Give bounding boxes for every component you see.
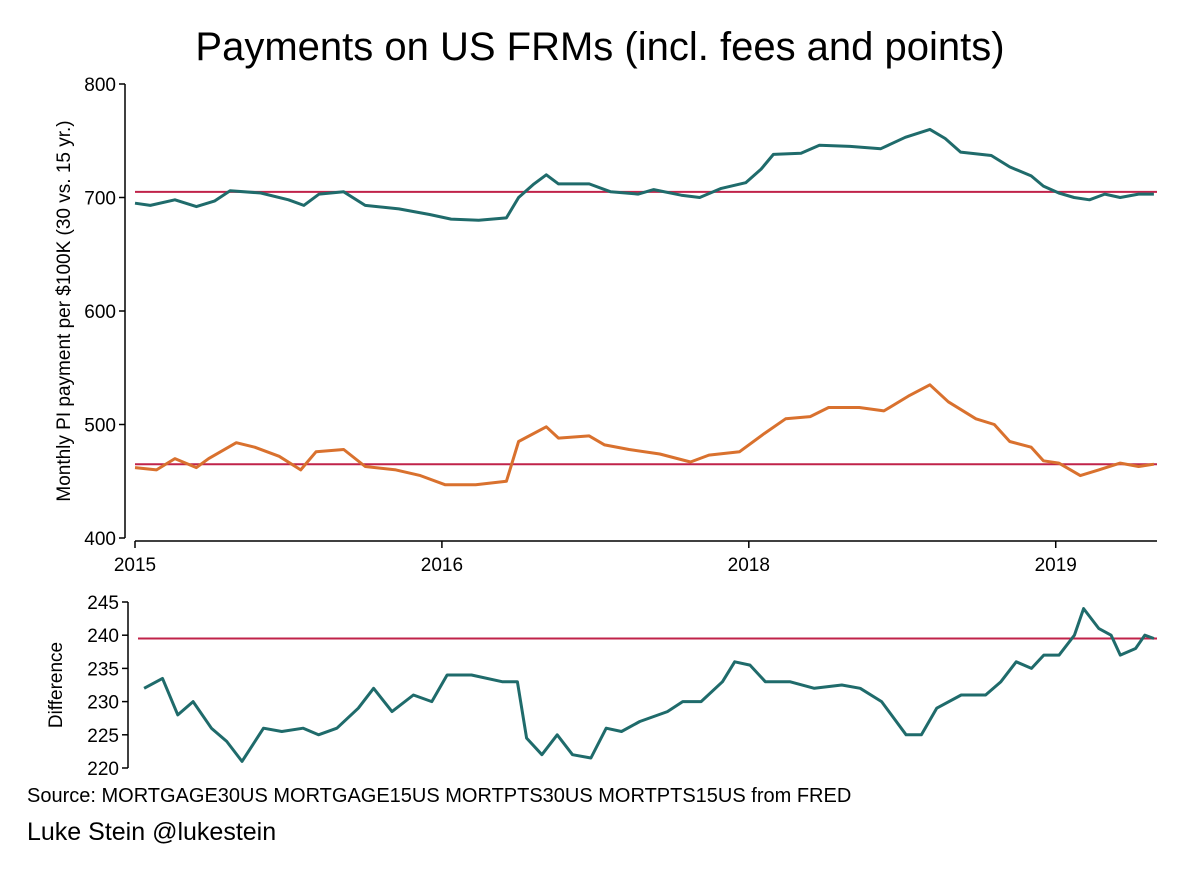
y-tick-label: 225: [87, 726, 119, 747]
series-line-30-year: [134, 127, 1154, 222]
bottom-panel: 220 225 230 235 240 245: [87, 593, 1157, 780]
series-line-difference: [143, 607, 1155, 763]
x-tick-label: 2016: [421, 555, 463, 576]
source-note: Source: MORTGAGE30US MORTGAGE15US MORTPT…: [27, 785, 851, 807]
y-tick-label: 230: [87, 693, 119, 714]
y-tick-label: 800: [84, 75, 116, 96]
x-tick-label: 2018: [728, 555, 770, 576]
y-tick-label: 600: [84, 302, 116, 323]
top-panel: 400 500 600 700 800 2015 2016 2018 2019: [84, 75, 1157, 576]
y-axis-label-bottom: Difference: [46, 642, 67, 728]
x-tick-label: 2015: [114, 555, 156, 576]
y-tick-label: 500: [84, 416, 116, 437]
y-tick-label: 245: [87, 593, 119, 614]
y-tick-label: 700: [84, 189, 116, 210]
y-tick-label: 235: [87, 659, 119, 680]
author-credit: Luke Stein @lukestein: [27, 818, 276, 846]
x-tick-label: 2019: [1035, 555, 1077, 576]
series-line-15-year: [134, 383, 1155, 487]
y-tick-label: 220: [87, 759, 119, 780]
y-tick-label: 400: [84, 529, 116, 550]
chart-title: Payments on US FRMs (incl. fees and poin…: [195, 25, 1004, 69]
y-axis-label-top: Monthly PI payment per $100K (30 vs. 15 …: [54, 120, 75, 501]
y-tick-label: 240: [87, 626, 119, 647]
